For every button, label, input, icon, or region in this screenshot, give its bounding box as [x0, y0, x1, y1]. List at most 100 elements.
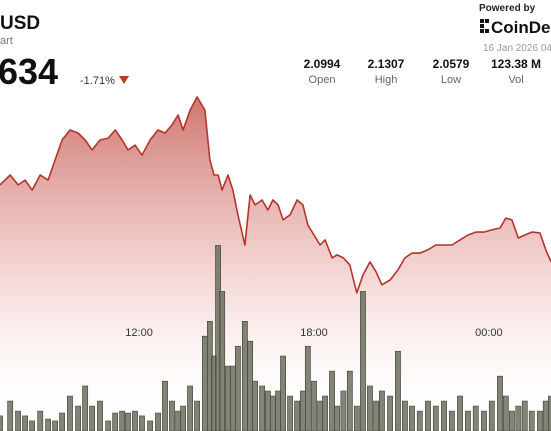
volume-bar [259, 385, 265, 431]
volume-bar [367, 385, 373, 431]
volume-bar [155, 412, 161, 431]
stat-value: 2.0579 [433, 57, 470, 71]
volume-bar [402, 400, 408, 431]
brand: CoinDe [491, 18, 551, 37]
volume-bar [241, 321, 248, 431]
volume-bar [29, 420, 35, 431]
volume-bar [387, 395, 393, 431]
date: 16 Jan 2026 04 [483, 43, 551, 54]
plot: 12:00 18:00 00:00 [0, 96, 551, 431]
volume-bar [379, 390, 385, 431]
volume-bar [22, 415, 28, 431]
volume-bar [67, 395, 73, 431]
volume-bar [481, 410, 487, 431]
volume-bar [125, 412, 131, 431]
volume-bar [432, 405, 439, 431]
volume-bar [119, 410, 126, 431]
volume-bar [441, 400, 447, 431]
volume-bar [59, 412, 65, 431]
volume-bar [502, 395, 509, 431]
volume-bar [275, 390, 282, 431]
stat-value: 2.0994 [304, 57, 341, 71]
volume-bar [247, 340, 254, 431]
volume-bar [322, 395, 328, 431]
volume-bar [15, 410, 21, 431]
stat-value: 2.1307 [368, 57, 405, 71]
volume-bar [265, 390, 271, 431]
volume-bar [112, 412, 119, 431]
volume-bar [45, 418, 52, 431]
volume-bar [0, 415, 3, 431]
volume-bar [194, 400, 200, 431]
x-tick-label: 18:00 [300, 327, 328, 339]
volume-bar [340, 390, 347, 431]
volume-bar [202, 335, 208, 431]
volume-bar [219, 291, 226, 431]
price-area [0, 96, 551, 431]
volume-bar [395, 350, 401, 431]
volume-bar [280, 355, 286, 431]
stat-label: Vol [508, 74, 523, 86]
volume-bar [311, 380, 317, 431]
volume-bar [346, 370, 353, 431]
volume-bar [521, 400, 528, 431]
volume-bar [334, 405, 340, 431]
volume-bar [329, 370, 335, 431]
stat-label: Open [309, 74, 336, 86]
price: 634 [0, 51, 58, 92]
volume-bar [409, 405, 415, 431]
volume-bar [37, 410, 44, 431]
volume-bar [97, 400, 103, 431]
subtitle: art [0, 35, 13, 47]
volume-bar [105, 420, 112, 431]
stat-value: 123.38 M [491, 57, 541, 71]
volume-bar [89, 405, 96, 431]
pair: USD [0, 13, 40, 34]
volume-bar [132, 410, 138, 431]
volume-bar [542, 400, 549, 431]
volume-bar [353, 405, 360, 431]
volume-bar [537, 410, 543, 431]
volume-bar [82, 385, 89, 431]
volume-bar [425, 400, 431, 431]
stats: 2.0994 Open 2.1307 High 2.0579 Low 123.38 M Vol [304, 57, 541, 86]
volume-bar [252, 380, 258, 431]
volume-bar [139, 415, 145, 431]
volume-bar [294, 400, 300, 431]
volume-bar [180, 405, 186, 431]
volume-bar [300, 390, 306, 431]
volume-bar [304, 345, 311, 431]
volume-bar [175, 410, 182, 431]
volume-bar [75, 405, 82, 431]
volume-bar [269, 395, 276, 431]
volume-bar [373, 400, 379, 431]
down-arrow [119, 76, 129, 84]
price-line [0, 96, 551, 294]
volume-bar [169, 400, 175, 431]
volume-bar [7, 400, 14, 431]
volume-bar [234, 345, 241, 431]
volume-bar [528, 410, 535, 431]
volume-bar [52, 420, 58, 431]
volume-bar [548, 395, 551, 431]
volume-bar [515, 405, 522, 431]
volume-bar [497, 375, 503, 431]
volume-bar [488, 400, 495, 431]
volume-bar [317, 400, 324, 431]
logo-icon [480, 19, 489, 33]
volume-bar [457, 395, 463, 431]
stat-label: High [375, 74, 398, 86]
volume-bar [472, 405, 479, 431]
volume-bar [147, 420, 154, 431]
volume-bar [187, 385, 193, 431]
volume-bar [448, 410, 455, 431]
volume-bar [465, 410, 471, 431]
volume-bar [509, 410, 515, 431]
x-tick-label: 12:00 [125, 327, 153, 339]
volume-bar [416, 410, 423, 431]
volume-bar [162, 380, 168, 431]
volume-bar [230, 365, 236, 431]
volume-bar [225, 365, 231, 431]
